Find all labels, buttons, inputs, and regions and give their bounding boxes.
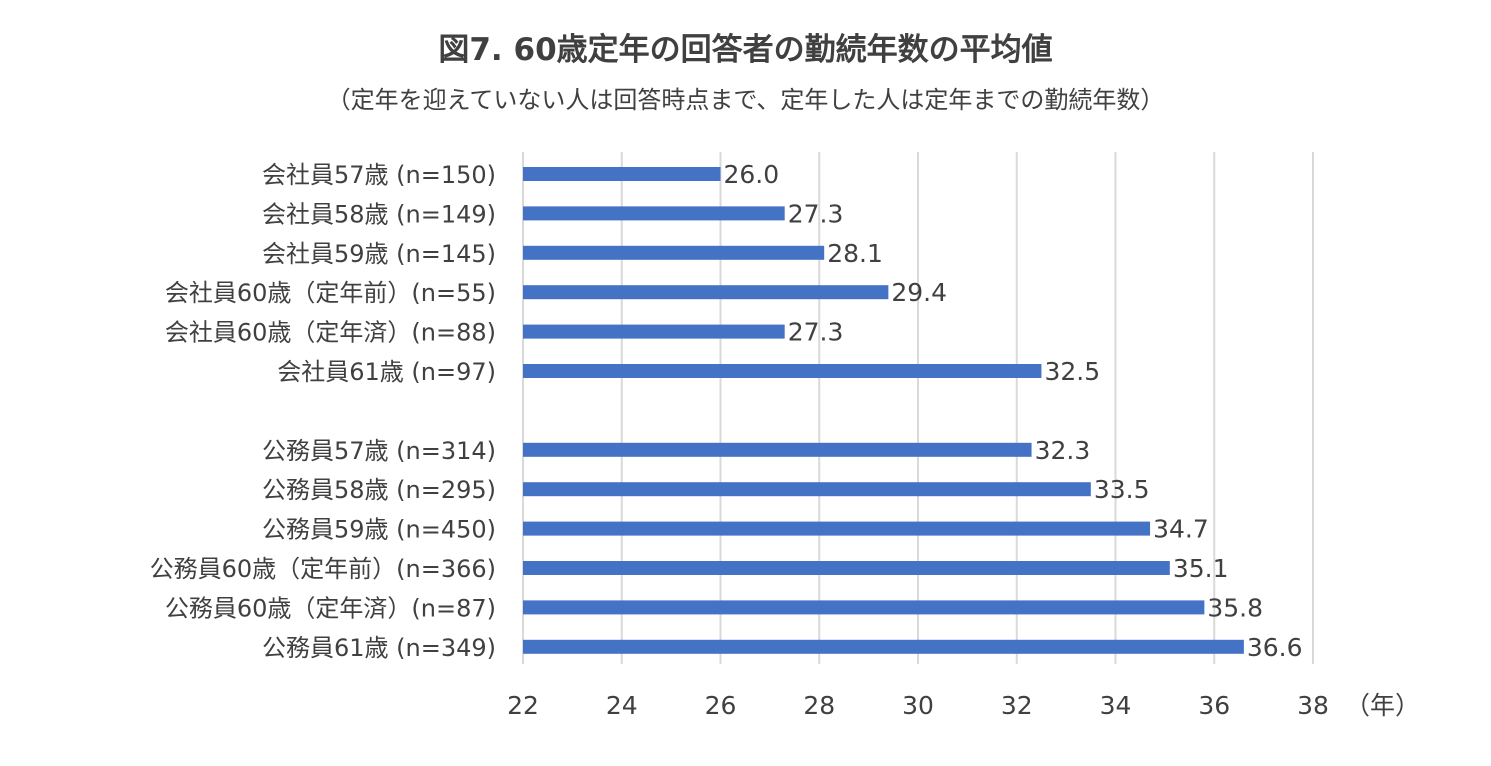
- data-label: 26.0: [724, 160, 780, 189]
- bar: [523, 521, 1151, 536]
- data-label: 33.5: [1094, 475, 1150, 504]
- bar: [523, 285, 889, 300]
- bar: [523, 600, 1205, 615]
- bar: [523, 245, 825, 260]
- category-label: 公務員60歳（定年前）(n=366): [150, 555, 496, 583]
- category-label: 公務員59歳 (n=450): [262, 516, 496, 544]
- x-axis-unit-label: （年）: [1345, 691, 1420, 720]
- category-label: 会社員59歳 (n=145): [262, 240, 496, 268]
- bar: [523, 167, 721, 181]
- chart-title: 図7. 60歳定年の回答者の勤続年数の平均値: [438, 32, 1053, 68]
- data-label: 32.5: [1044, 357, 1100, 386]
- x-tick-label: 28: [803, 691, 835, 720]
- category-label: 公務員58歳 (n=295): [262, 476, 496, 504]
- x-tick-label: 32: [1001, 691, 1033, 720]
- data-label: 35.1: [1173, 554, 1229, 583]
- x-tick-label: 22: [507, 691, 539, 720]
- x-tick-label: 24: [606, 691, 638, 720]
- bar: [523, 442, 1032, 457]
- bar: [523, 482, 1091, 497]
- x-tick-label: 26: [705, 691, 737, 720]
- bar: [523, 324, 785, 339]
- bar: [523, 206, 785, 221]
- data-label: 36.6: [1247, 633, 1303, 662]
- data-label: 29.4: [891, 278, 947, 307]
- data-label: 35.8: [1207, 593, 1263, 622]
- data-label: 27.3: [788, 318, 844, 347]
- data-label: 34.7: [1153, 515, 1209, 544]
- x-tick-label: 38: [1297, 691, 1329, 720]
- x-tick-label: 36: [1198, 691, 1230, 720]
- chart-subtitle: （定年を迎えていない人は回答時点まで、定年した人は定年までの勤続年数）: [326, 86, 1165, 114]
- bar: [523, 639, 1244, 654]
- category-label: 公務員61歳 (n=349): [262, 634, 496, 662]
- data-label: 28.1: [827, 239, 883, 268]
- data-label: 32.3: [1035, 436, 1091, 465]
- category-label: 会社員60歳（定年済）(n=88): [165, 319, 496, 347]
- x-tick-label: 30: [902, 691, 934, 720]
- category-label: 会社員61歳 (n=97): [277, 358, 496, 386]
- bar: [523, 561, 1170, 575]
- x-tick-label: 34: [1100, 691, 1132, 720]
- bar: [523, 364, 1042, 378]
- category-label: 会社員60歳（定年前）(n=55): [165, 279, 496, 307]
- category-label: 公務員57歳 (n=314): [262, 437, 496, 465]
- category-label: 会社員57歳 (n=150): [262, 161, 496, 189]
- category-label: 公務員60歳（定年済）(n=87): [165, 594, 496, 622]
- data-label: 27.3: [788, 199, 844, 228]
- category-label: 会社員58歳 (n=149): [262, 200, 496, 228]
